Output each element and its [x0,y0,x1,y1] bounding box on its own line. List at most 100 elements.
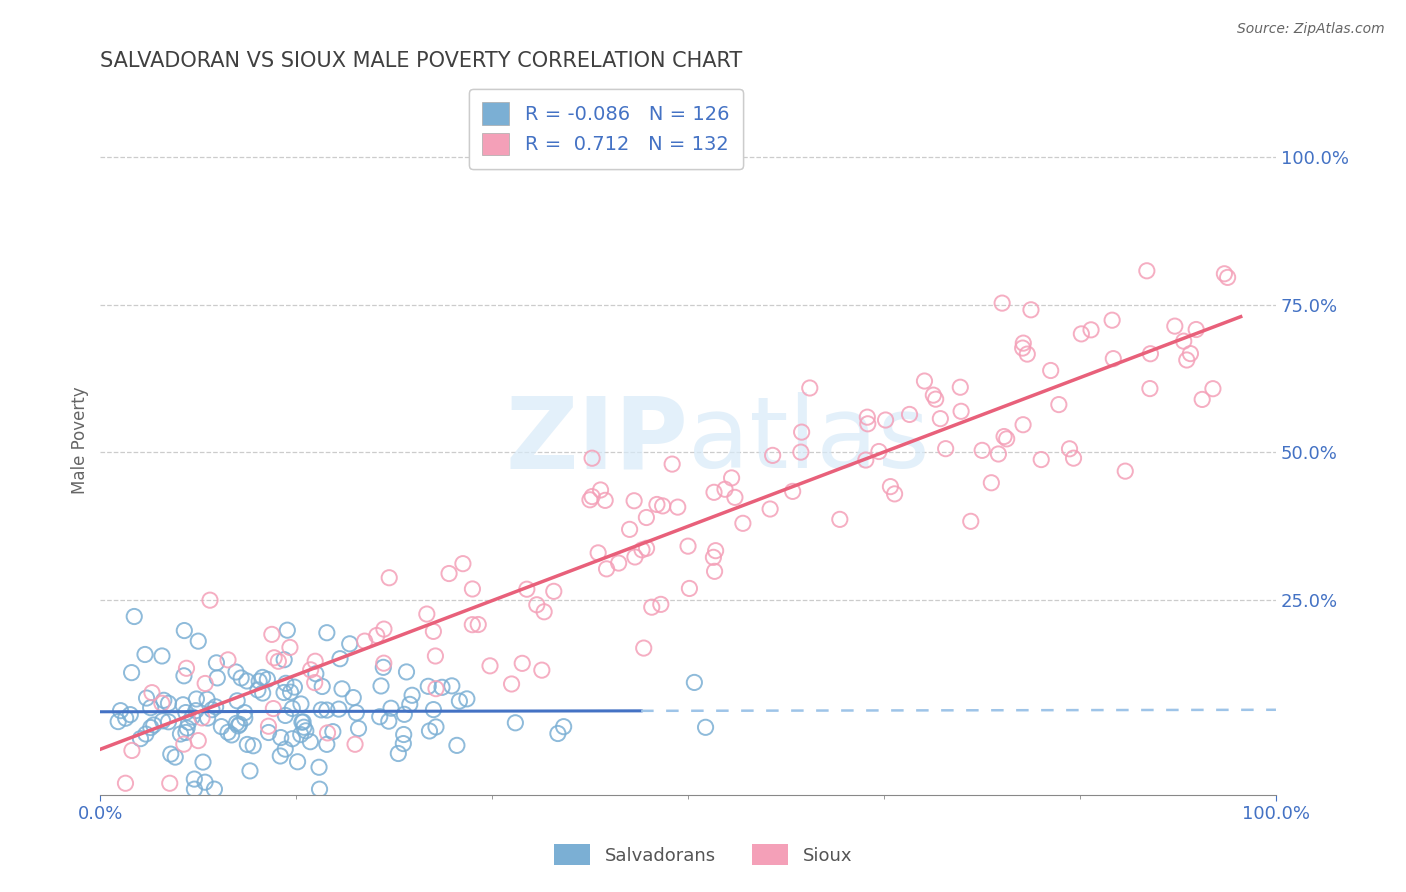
Point [308,760,330,774]
Point [139,721,162,735]
Point [174,706,197,720]
Point [304,675,326,690]
Point [1059,442,1081,456]
Point [141,686,163,700]
Point [398,698,420,712]
Point [139,700,162,714]
Point [387,747,409,761]
Point [311,680,333,694]
Point [595,562,617,576]
Point [395,665,418,679]
Point [1102,351,1125,366]
Point [276,623,298,637]
Point [636,541,658,556]
Point [1180,346,1202,360]
Point [129,731,152,746]
Point [703,564,725,578]
Point [799,381,821,395]
Point [165,750,187,764]
Point [1191,392,1213,407]
Point [479,658,502,673]
Point [173,624,195,638]
Point [1136,264,1159,278]
Point [530,663,553,677]
Point [593,493,616,508]
Point [198,593,221,607]
Point [366,628,388,642]
Point [262,701,284,715]
Point [451,557,474,571]
Point [461,617,484,632]
Point [446,739,468,753]
Point [623,493,645,508]
Point [731,516,754,531]
Point [283,680,305,694]
Point [122,609,145,624]
Point [246,683,269,698]
Point [316,726,339,740]
Point [422,624,444,639]
Point [702,550,724,565]
Point [110,704,132,718]
Point [274,742,297,756]
Point [828,512,851,526]
Point [714,482,737,496]
Point [991,296,1014,310]
Point [278,640,301,655]
Point [666,500,689,515]
Point [392,727,415,741]
Point [501,677,523,691]
Point [287,755,309,769]
Point [516,582,538,597]
Point [1047,398,1070,412]
Point [308,782,330,797]
Point [226,694,249,708]
Point [347,722,370,736]
Y-axis label: Male Poverty: Male Poverty [72,387,89,494]
Point [1019,302,1042,317]
Point [373,660,395,674]
Point [430,681,453,695]
Point [291,715,314,730]
Point [641,600,664,615]
Point [242,739,264,753]
Point [344,737,367,751]
Point [703,485,725,500]
Point [231,671,253,685]
Point [281,731,304,746]
Point [353,634,375,648]
Point [650,598,672,612]
Point [142,718,165,732]
Point [987,447,1010,461]
Point [273,653,295,667]
Point [416,607,439,621]
Point [949,380,972,394]
Point [378,714,401,728]
Point [274,708,297,723]
Point [425,648,447,663]
Point [207,671,229,685]
Point [883,487,905,501]
Point [252,670,274,684]
Point [449,694,471,708]
Point [209,720,232,734]
Point [645,498,668,512]
Point [437,566,460,581]
Point [269,749,291,764]
Point [225,716,247,731]
Point [856,417,879,431]
Point [373,622,395,636]
Point [619,522,641,536]
Point [247,674,270,689]
Point [456,691,478,706]
Point [418,723,440,738]
Point [187,634,209,648]
Point [425,681,447,696]
Point [422,703,444,717]
Point [181,710,204,724]
Point [856,410,879,425]
Point [1063,451,1085,466]
Point [790,445,813,459]
Point [217,653,239,667]
Point [295,723,318,738]
